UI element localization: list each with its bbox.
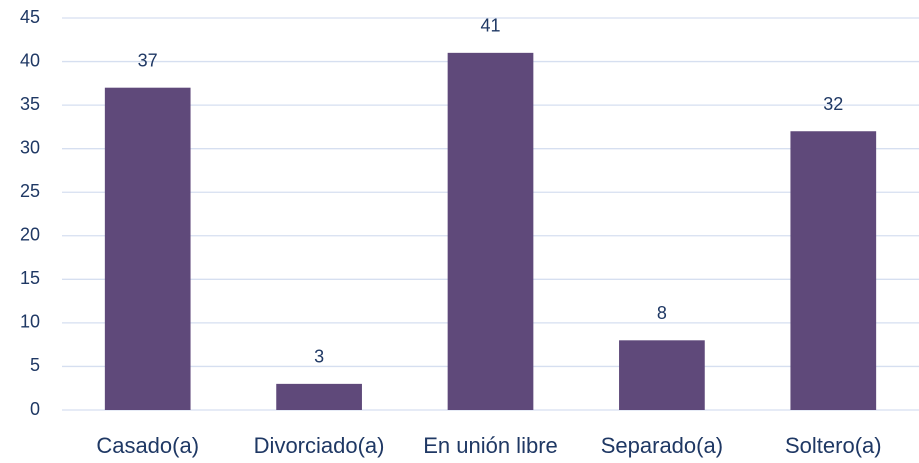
y-tick-label: 35 <box>20 94 40 114</box>
bar <box>276 383 362 410</box>
x-tick-label: Soltero(a) <box>785 433 882 458</box>
bar <box>790 131 877 410</box>
bar <box>619 340 705 410</box>
y-tick-label: 15 <box>20 268 40 288</box>
y-tick-label: 5 <box>30 355 40 375</box>
bar <box>104 87 191 410</box>
data-label: 8 <box>657 303 667 323</box>
y-tick-label: 20 <box>20 225 40 245</box>
y-tick-label: 30 <box>20 137 40 157</box>
data-label: 41 <box>480 16 500 36</box>
y-tick-label: 0 <box>30 399 40 419</box>
x-tick-label: Separado(a) <box>601 433 723 458</box>
y-tick-label: 10 <box>20 312 40 332</box>
x-tick-label: Divorciado(a) <box>254 433 385 458</box>
x-tick-label: Casado(a) <box>96 433 199 458</box>
y-tick-label: 40 <box>20 50 40 70</box>
data-label: 32 <box>823 94 843 114</box>
x-tick-label: En unión libre <box>423 433 558 458</box>
y-tick-label: 45 <box>20 7 40 27</box>
y-tick-label: 25 <box>20 181 40 201</box>
data-label: 37 <box>138 50 158 70</box>
bar <box>447 52 534 410</box>
data-label: 3 <box>314 347 324 367</box>
